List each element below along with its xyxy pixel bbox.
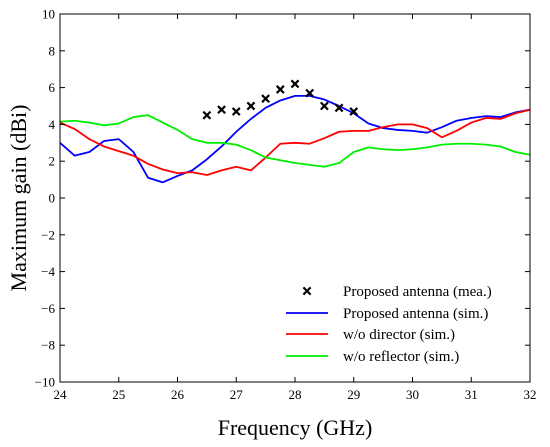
y-tick-label: 8 xyxy=(49,43,56,58)
x-tick-label: 25 xyxy=(112,387,125,402)
x-tick-label: 32 xyxy=(524,387,537,402)
plot-lines xyxy=(59,94,531,184)
y-tick-label: 4 xyxy=(49,117,56,132)
y-tick-label: 0 xyxy=(49,191,56,206)
data-point xyxy=(261,94,271,104)
legend-item: Proposed antenna (mea.) xyxy=(302,284,492,300)
data-point xyxy=(290,79,300,89)
y-tick-label: −6 xyxy=(41,301,55,316)
data-point xyxy=(202,110,212,120)
plot-frame xyxy=(59,13,531,383)
x-axis-ticks: 24 25 26 27 28 29 30 31 32 xyxy=(54,14,537,402)
data-point xyxy=(217,105,226,115)
y-tick-label: −10 xyxy=(35,375,55,390)
series-line-2 xyxy=(59,108,531,176)
legend-swatch xyxy=(302,286,312,296)
legend-item: Proposed antenna (sim.) xyxy=(286,306,488,322)
y-tick-label: −2 xyxy=(41,227,55,242)
legend-item: w/o reflector (sim.) xyxy=(286,349,459,365)
data-point xyxy=(246,101,256,111)
legend: Proposed antenna (mea.) Proposed antenna … xyxy=(286,284,492,365)
series-line-1 xyxy=(59,94,531,184)
x-axis-label: Frequency (GHz) xyxy=(218,415,373,440)
y-tick-label: 10 xyxy=(42,7,55,22)
x-tick-label: 26 xyxy=(171,387,185,402)
y-tick-label: 2 xyxy=(49,154,56,169)
x-tick-label: 27 xyxy=(230,387,244,402)
data-point xyxy=(275,85,285,94)
x-tick-label: 24 xyxy=(54,387,68,402)
y-tick-label: −8 xyxy=(41,338,55,353)
plot-markers xyxy=(202,79,359,120)
x-tick-label: 29 xyxy=(347,387,360,402)
data-point xyxy=(334,103,344,113)
x-tick-label: 31 xyxy=(465,387,478,402)
x-tick-label: 30 xyxy=(406,387,419,402)
y-axis-label: Maximum gain (dBi) xyxy=(6,105,31,292)
data-point xyxy=(349,107,359,116)
data-point xyxy=(305,88,315,98)
legend-label: w/o reflector (sim.) xyxy=(343,349,459,365)
y-axis-ticks: −10 −8 −6 −4 −2 0 2 4 6 8 10 xyxy=(35,7,530,390)
legend-item: w/o director (sim.) xyxy=(286,327,455,343)
data-point xyxy=(319,101,329,111)
legend-label: Proposed antenna (sim.) xyxy=(343,306,488,322)
legend-label: w/o director (sim.) xyxy=(343,327,455,343)
series-line-3 xyxy=(59,114,531,168)
data-point xyxy=(231,107,241,116)
x-tick-label: 28 xyxy=(289,387,302,402)
legend-label: Proposed antenna (mea.) xyxy=(343,284,492,300)
y-tick-label: −4 xyxy=(41,264,55,279)
y-tick-label: 6 xyxy=(49,80,56,95)
